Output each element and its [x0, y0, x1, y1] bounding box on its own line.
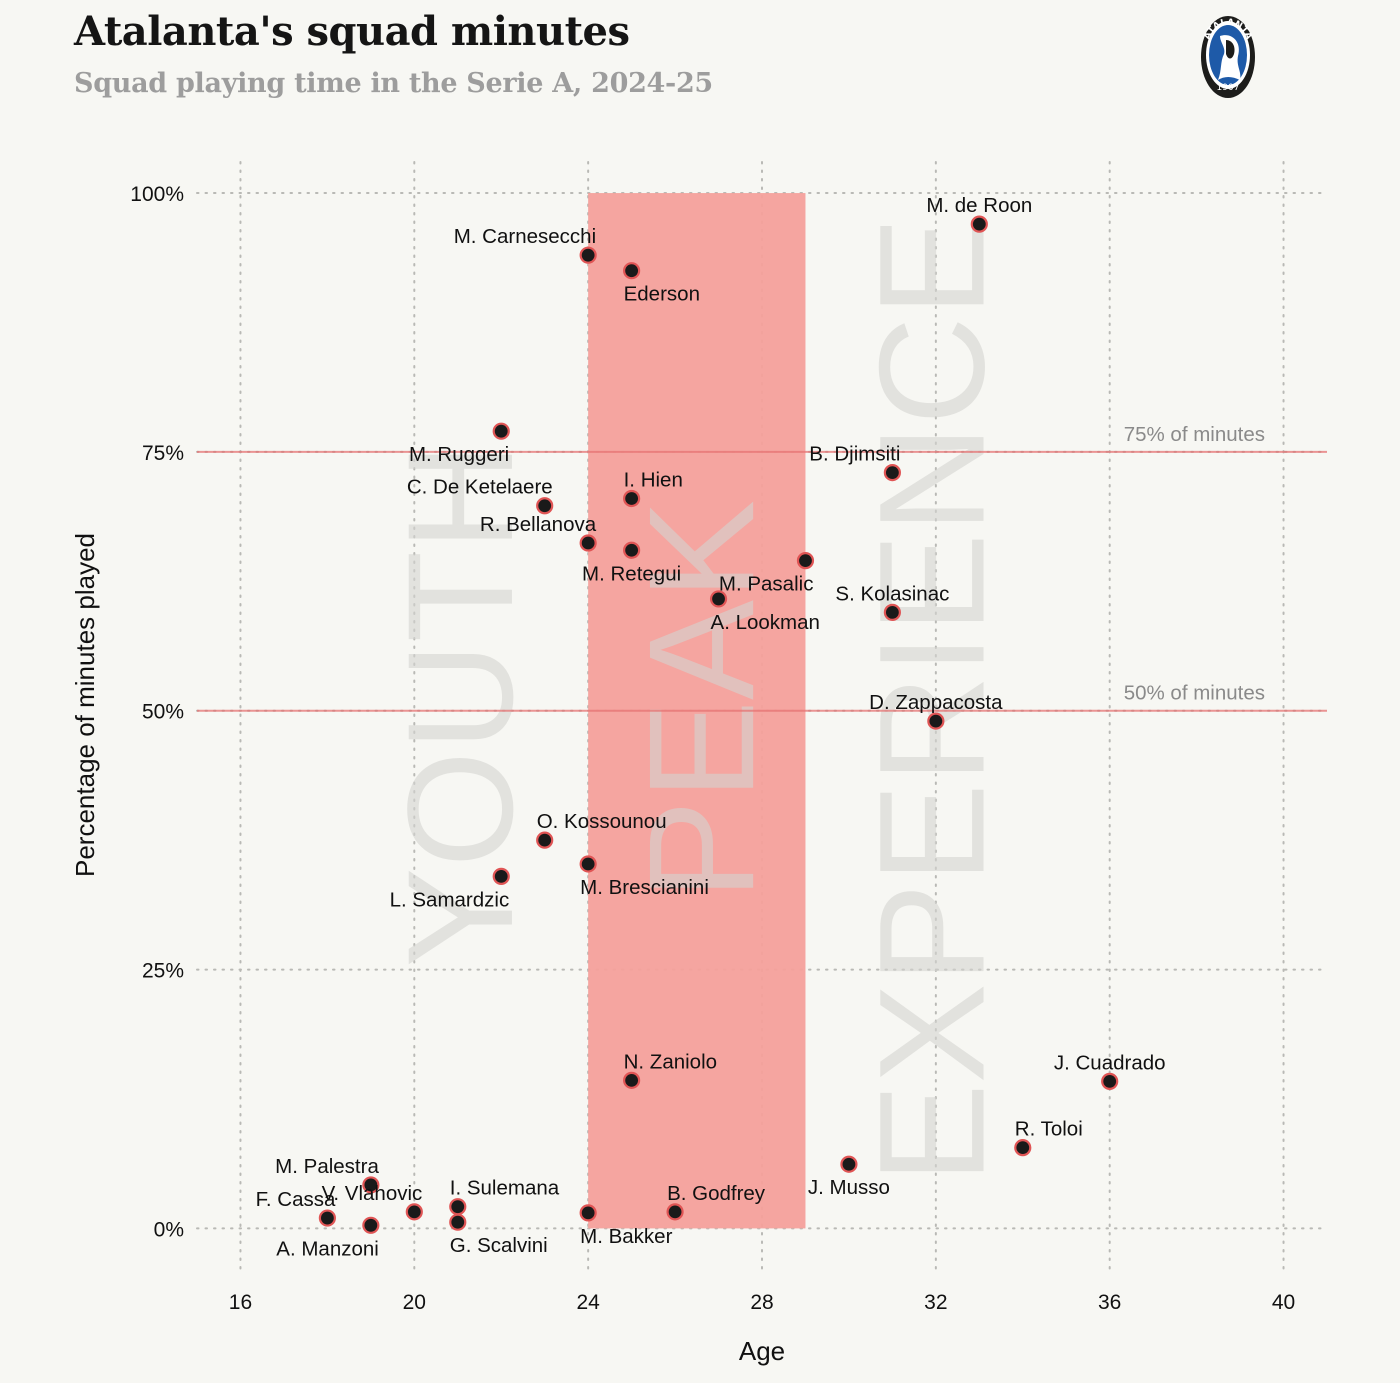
player-point — [449, 1213, 467, 1231]
player-label: M. Carnesecchi — [454, 225, 596, 248]
player-label: J. Musso — [808, 1176, 890, 1199]
player-label: M. de Roon — [926, 194, 1032, 217]
player-label: O. Kossounou — [537, 810, 667, 833]
player-point — [623, 1071, 641, 1089]
player-label: M. Palestra — [275, 1155, 379, 1178]
player-label: R. Bellanova — [480, 513, 597, 536]
player-point — [796, 552, 815, 570]
player-point — [405, 1203, 423, 1221]
player-point — [449, 1198, 467, 1216]
player-label: C. De Ketelaere — [407, 476, 553, 499]
player-label: G. Scalvini — [450, 1234, 548, 1257]
player-point — [970, 215, 988, 233]
axis-ticks: 16 20 24 28 32 36 40 0% 25% 50% 75% 100% — [130, 183, 1295, 1314]
player-label: I. Hien — [624, 468, 683, 491]
y-axis-title: Percentage of minutes played — [70, 533, 100, 877]
player-label: B. Godfrey — [667, 1182, 766, 1205]
y-tick-label: 0% — [154, 1218, 184, 1241]
reference-line-label: 75% of minutes — [1124, 423, 1265, 446]
y-tick-label: 75% — [142, 442, 184, 465]
player-label: R. Toloi — [1015, 1118, 1083, 1141]
logo-year-text: 1907 — [1217, 83, 1240, 93]
player-point — [623, 489, 641, 508]
x-tick-label: 20 — [403, 1291, 426, 1314]
player-point — [579, 855, 597, 873]
player-label: M. Brescianini — [580, 876, 709, 899]
player-point — [362, 1176, 380, 1194]
player-point — [362, 1216, 380, 1234]
reference-lines: 75% of minutes 50% of minutes — [197, 423, 1327, 712]
player-point — [927, 712, 945, 730]
player-point — [883, 464, 901, 482]
player-point — [709, 590, 728, 608]
player-point — [318, 1209, 336, 1227]
player-label: I. Sulemana — [450, 1177, 560, 1200]
y-tick-label: 25% — [142, 960, 184, 983]
player-label: L. Samardzic — [390, 888, 510, 911]
player-label: S. Kolasinac — [835, 582, 949, 605]
player-label: D. Zappacosta — [869, 691, 1003, 714]
x-tick-label: 36 — [1098, 1291, 1121, 1314]
player-point — [1101, 1072, 1119, 1090]
zone-label-experience: EXPERIENCE — [848, 217, 1016, 1184]
x-tick-label: 40 — [1272, 1291, 1295, 1314]
data-points — [318, 215, 1119, 1234]
player-point — [883, 603, 901, 621]
chart-subtitle: Squad playing time in the Serie A, 2024-… — [74, 68, 713, 99]
x-axis-title: Age — [739, 1336, 785, 1366]
player-point — [623, 262, 641, 280]
player-point — [579, 246, 597, 264]
player-label: B. Djimsiti — [809, 443, 900, 466]
player-label: M. Retegui — [582, 562, 681, 585]
player-point — [623, 541, 641, 559]
player-label: A. Manzoni — [276, 1237, 379, 1260]
point-labels: M. de Roon M. Carnesecchi Ederson M. Rugger… — [256, 194, 1166, 1260]
player-label: N. Zaniolo — [624, 1050, 717, 1073]
x-tick-label: 28 — [750, 1291, 773, 1314]
player-point — [492, 867, 510, 885]
player-point — [579, 534, 597, 552]
zone-label-peak: PEAK — [617, 500, 785, 900]
player-label: V. Vlahovic — [322, 1182, 423, 1205]
x-tick-label: 32 — [924, 1291, 947, 1314]
player-point — [579, 1204, 597, 1222]
player-label: M. Ruggeri — [409, 443, 509, 466]
chart-title: Atalanta's squad minutes — [74, 8, 630, 55]
player-point — [1014, 1139, 1032, 1157]
player-point — [840, 1155, 858, 1173]
player-label: F. Cassa — [256, 1188, 336, 1211]
atalanta-crest-icon: ATALANTA 1907 — [1201, 16, 1255, 98]
player-label: J. Cuadrado — [1054, 1051, 1166, 1074]
reference-line-label: 50% of minutes — [1124, 682, 1265, 705]
zone-label-youth: YOUTH — [376, 443, 544, 968]
player-point — [492, 422, 510, 440]
player-label: M. Bakker — [580, 1225, 672, 1248]
y-tick-label: 100% — [130, 183, 184, 206]
x-tick-label: 16 — [229, 1291, 252, 1314]
player-point — [536, 831, 554, 849]
player-label: M. Pasalic — [719, 573, 814, 596]
x-tick-label: 24 — [576, 1291, 600, 1314]
player-point — [666, 1203, 684, 1221]
zone-labels: YOUTH PEAK EXPERIENCE — [376, 217, 1016, 1184]
player-label: A. Lookman — [711, 611, 820, 634]
player-label: Ederson — [624, 283, 700, 306]
y-tick-label: 50% — [142, 701, 184, 724]
player-point — [536, 497, 554, 515]
